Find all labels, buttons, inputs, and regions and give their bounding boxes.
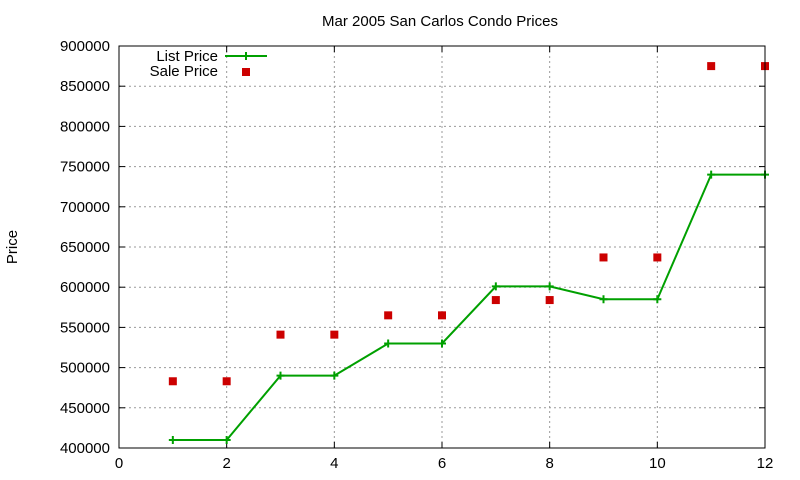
list-price-point xyxy=(438,339,446,348)
sale-price-point xyxy=(222,377,231,386)
y-tick-label: 550000 xyxy=(60,319,110,336)
axis-ticks: 400000 450000 500000 550000 600000 650000 7000… xyxy=(60,38,773,472)
y-tick-label: 800000 xyxy=(60,118,110,135)
y-axis-label: Price xyxy=(4,230,21,264)
sale-price-point xyxy=(330,330,339,339)
plot-frame xyxy=(118,45,766,449)
y-tick-label: 500000 xyxy=(60,360,110,377)
list-price-point xyxy=(707,170,716,179)
list-price-point xyxy=(384,339,393,348)
legend-marker-list-price xyxy=(242,52,250,60)
list-price-point xyxy=(599,295,608,304)
y-tick-label: 600000 xyxy=(60,279,110,296)
list-price-point xyxy=(168,435,177,444)
y-tick-label: 750000 xyxy=(60,159,110,176)
sale-price-point xyxy=(599,253,608,262)
x-tick-label: 4 xyxy=(330,455,338,472)
x-tick-label: 12 xyxy=(757,455,774,472)
chart-title: Mar 2005 San Carlos Condo Prices xyxy=(322,13,558,30)
list-price-point xyxy=(276,371,285,380)
list-price-point xyxy=(330,371,339,380)
sale-price-point xyxy=(276,330,285,339)
sale-price-point xyxy=(653,253,662,262)
x-tick-label: 2 xyxy=(222,455,230,472)
sale-price-point xyxy=(168,377,177,386)
list-price-line xyxy=(172,173,765,441)
series xyxy=(168,62,769,444)
sale-price-point xyxy=(438,311,446,320)
y-tick-label: 400000 xyxy=(60,440,110,457)
list-price-point xyxy=(653,295,662,304)
x-tick-label: 8 xyxy=(545,455,553,472)
legend-label-list-price: List Price xyxy=(156,48,218,65)
list-price-point xyxy=(545,282,554,291)
sale-price-point xyxy=(384,311,393,320)
y-tick-label: 850000 xyxy=(60,78,110,95)
legend-label-sale-price: Sale Price xyxy=(150,63,218,80)
x-tick-label: 0 xyxy=(115,455,123,472)
sale-price-point xyxy=(491,296,500,305)
sale-price-point xyxy=(707,62,716,71)
list-price-point xyxy=(222,435,231,444)
list-price-point xyxy=(491,282,500,291)
legend-marker-sale-price xyxy=(242,68,250,76)
y-tick-label: 450000 xyxy=(60,400,110,417)
y-tick-label: 650000 xyxy=(60,239,110,256)
sale-price-point xyxy=(545,296,554,305)
x-tick-label: 6 xyxy=(438,455,446,472)
y-tick-label: 900000 xyxy=(60,38,110,55)
y-tick-label: 700000 xyxy=(60,199,110,216)
x-tick-label: 10 xyxy=(649,455,666,472)
grid xyxy=(119,46,765,448)
